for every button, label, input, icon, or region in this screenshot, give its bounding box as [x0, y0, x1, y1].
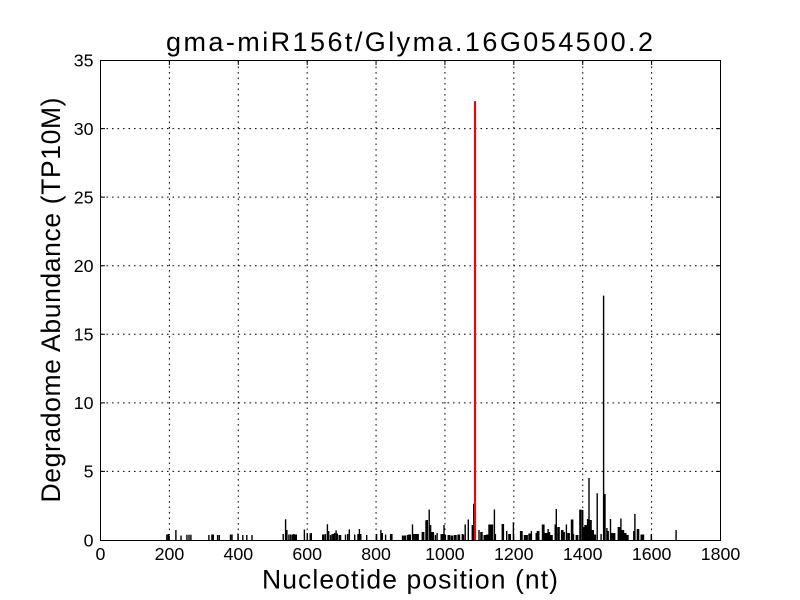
svg-text:1800: 1800 — [701, 544, 741, 564]
svg-text:15: 15 — [74, 325, 94, 345]
svg-text:1600: 1600 — [632, 544, 672, 564]
svg-text:25: 25 — [74, 187, 94, 207]
svg-text:0: 0 — [96, 544, 106, 564]
svg-text:Nucleotide position (nt): Nucleotide position (nt) — [262, 564, 558, 594]
svg-text:Degradome Abundance (TP10M): Degradome Abundance (TP10M) — [36, 98, 66, 503]
svg-text:1200: 1200 — [494, 544, 534, 564]
svg-text:1000: 1000 — [425, 544, 465, 564]
svg-text:10: 10 — [74, 393, 94, 413]
svg-text:5: 5 — [84, 462, 94, 482]
svg-text:600: 600 — [292, 544, 322, 564]
svg-text:gma-miR156t/Glyma.16G054500.2: gma-miR156t/Glyma.16G054500.2 — [166, 27, 653, 57]
svg-text:30: 30 — [74, 119, 94, 139]
svg-text:400: 400 — [223, 544, 253, 564]
svg-text:200: 200 — [155, 544, 185, 564]
svg-text:1400: 1400 — [563, 544, 603, 564]
svg-text:35: 35 — [74, 50, 94, 70]
svg-text:0: 0 — [84, 530, 94, 550]
svg-text:20: 20 — [74, 256, 94, 276]
svg-text:800: 800 — [361, 544, 391, 564]
